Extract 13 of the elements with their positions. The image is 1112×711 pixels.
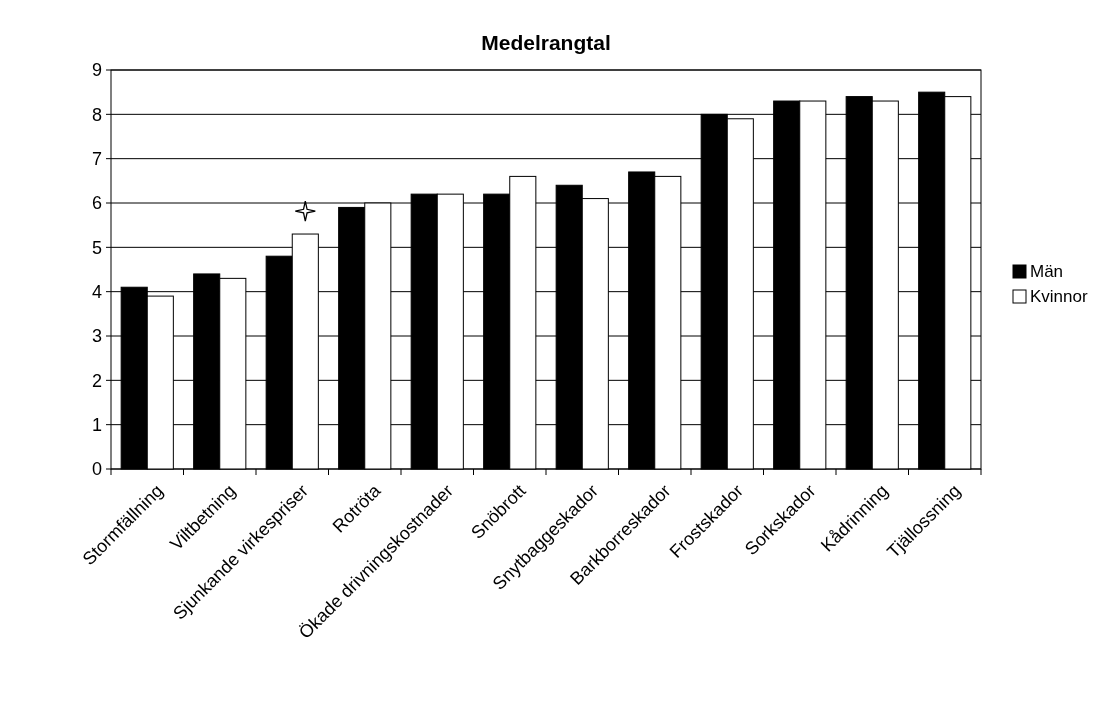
chart-title: Medelrangtal <box>481 31 611 54</box>
y-tick-label: 4 <box>91 281 102 302</box>
y-tick-label: 3 <box>91 326 102 347</box>
y-tick-label: 0 <box>91 459 102 480</box>
y-tick-label: 7 <box>91 148 102 169</box>
legend-label: Kvinnor <box>1030 287 1088 307</box>
y-tick-label: 2 <box>91 370 102 391</box>
y-tick-label: 5 <box>91 237 102 258</box>
y-tick-label: 9 <box>91 60 102 81</box>
legend-label: Män <box>1030 262 1064 282</box>
y-tick-label: 8 <box>91 104 102 125</box>
y-tick-label: 1 <box>91 414 102 435</box>
y-tick-label: 6 <box>91 193 102 214</box>
